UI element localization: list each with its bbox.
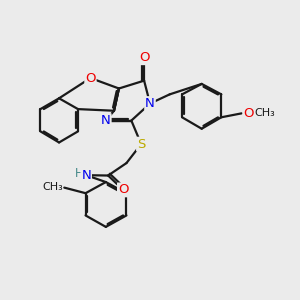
Text: O: O	[243, 107, 254, 120]
Text: H: H	[75, 167, 84, 180]
Text: O: O	[118, 183, 128, 196]
Text: N: N	[81, 169, 91, 182]
Text: N: N	[145, 97, 155, 110]
Text: O: O	[139, 51, 149, 64]
Text: CH₃: CH₃	[42, 182, 63, 192]
Text: CH₃: CH₃	[254, 108, 275, 118]
Text: O: O	[85, 71, 96, 85]
Text: N: N	[101, 114, 111, 127]
Text: S: S	[137, 138, 146, 151]
